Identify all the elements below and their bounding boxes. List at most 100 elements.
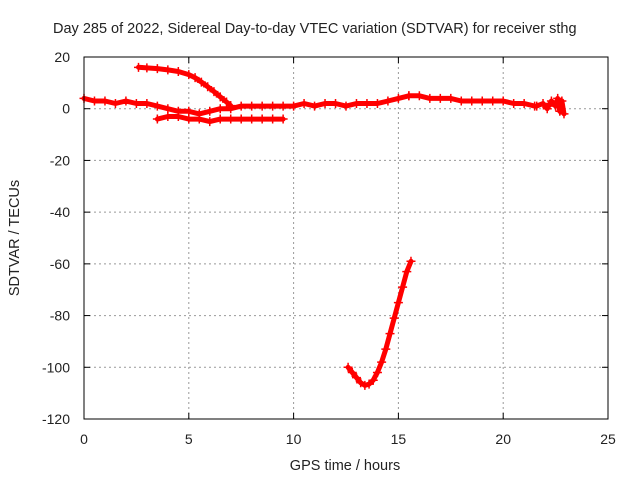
data-point <box>247 114 257 124</box>
data-point <box>406 256 416 266</box>
data-point <box>310 101 320 111</box>
data-point <box>205 117 215 127</box>
data-point <box>190 73 200 83</box>
data-point <box>184 106 194 116</box>
y-tick-label: 20 <box>54 49 70 65</box>
series-arc-end-oscillation <box>532 93 569 119</box>
data-point <box>215 104 225 114</box>
data-point <box>402 267 412 277</box>
series-arc-deep-dip <box>343 256 416 390</box>
data-point <box>226 114 236 124</box>
data-point <box>110 99 120 109</box>
data-point <box>289 101 299 111</box>
series-arc-high-descending <box>133 62 236 111</box>
axis-ticks: 0 5 10 15 20 25 20 0 -20 -40 -60 -80 -100 -120 <box>42 49 616 447</box>
data-point <box>142 63 152 73</box>
data-point <box>385 329 395 339</box>
data-point <box>414 91 424 101</box>
series-arc-lower-band <box>152 111 288 127</box>
data-series <box>79 62 569 390</box>
data-point <box>398 282 408 292</box>
data-point <box>152 64 162 74</box>
data-point <box>372 367 382 377</box>
data-point <box>209 87 219 97</box>
data-point <box>362 99 372 109</box>
data-point <box>163 65 173 75</box>
data-point <box>196 77 206 87</box>
data-point <box>368 375 378 385</box>
data-point <box>133 62 143 72</box>
data-point <box>278 114 288 124</box>
data-point <box>203 82 213 92</box>
y-tick-label: -100 <box>42 359 70 375</box>
y-tick-label: -80 <box>50 308 70 324</box>
chart-title: Day 285 of 2022, Sidereal Day-to-day VTE… <box>53 21 577 37</box>
data-point <box>389 313 399 323</box>
data-point <box>351 373 361 383</box>
y-tick-label: -120 <box>42 411 70 427</box>
data-point <box>268 101 278 111</box>
data-point <box>215 92 225 102</box>
data-point <box>557 96 567 106</box>
data-point <box>446 93 456 103</box>
data-point <box>173 111 183 121</box>
data-point <box>351 99 361 109</box>
data-point <box>205 106 215 116</box>
data-point <box>247 101 257 111</box>
y-tick-label: -40 <box>50 204 70 220</box>
x-tick-label: 0 <box>80 431 88 447</box>
data-point <box>236 114 246 124</box>
x-tick-label: 25 <box>600 431 616 447</box>
data-point <box>377 357 387 367</box>
data-point <box>226 104 236 114</box>
data-point <box>498 96 508 106</box>
data-point <box>343 362 353 372</box>
series-line <box>136 64 234 109</box>
data-point <box>173 66 183 76</box>
data-point <box>393 93 403 103</box>
plot-frame <box>83 56 609 420</box>
data-point <box>320 99 330 109</box>
data-point <box>121 96 131 106</box>
series-arc-main-band <box>79 91 414 119</box>
data-point <box>488 96 498 106</box>
data-point <box>360 380 370 390</box>
data-point <box>425 93 435 103</box>
data-point <box>341 101 351 111</box>
data-point <box>519 99 529 109</box>
data-point <box>236 101 246 111</box>
data-point <box>546 96 556 106</box>
data-point <box>152 114 162 124</box>
data-point <box>538 99 548 109</box>
y-tick-label: 0 <box>62 101 70 117</box>
y-tick-label: -60 <box>50 256 70 272</box>
data-point <box>89 96 99 106</box>
data-point <box>456 96 466 106</box>
data-point <box>435 93 445 103</box>
data-point <box>152 101 162 111</box>
data-point <box>331 99 341 109</box>
data-point <box>257 101 267 111</box>
data-point <box>268 114 278 124</box>
data-point <box>381 344 391 354</box>
data-point <box>257 114 267 124</box>
data-point <box>551 101 561 111</box>
data-point <box>163 104 173 114</box>
data-point <box>559 109 569 119</box>
data-point <box>393 298 403 308</box>
data-point <box>383 96 393 106</box>
series-line <box>81 93 412 117</box>
x-tick-label: 20 <box>495 431 511 447</box>
grid-lines <box>84 57 608 419</box>
data-point <box>542 104 552 114</box>
x-tick-label: 10 <box>286 431 302 447</box>
series-arc-late-plateau <box>404 91 540 111</box>
data-point <box>100 96 110 106</box>
x-tick-label: 5 <box>185 431 193 447</box>
x-axis-label: GPS time / hours <box>290 458 400 474</box>
data-point <box>477 96 487 106</box>
data-point <box>372 99 382 109</box>
data-point <box>184 114 194 124</box>
data-point <box>299 99 309 109</box>
